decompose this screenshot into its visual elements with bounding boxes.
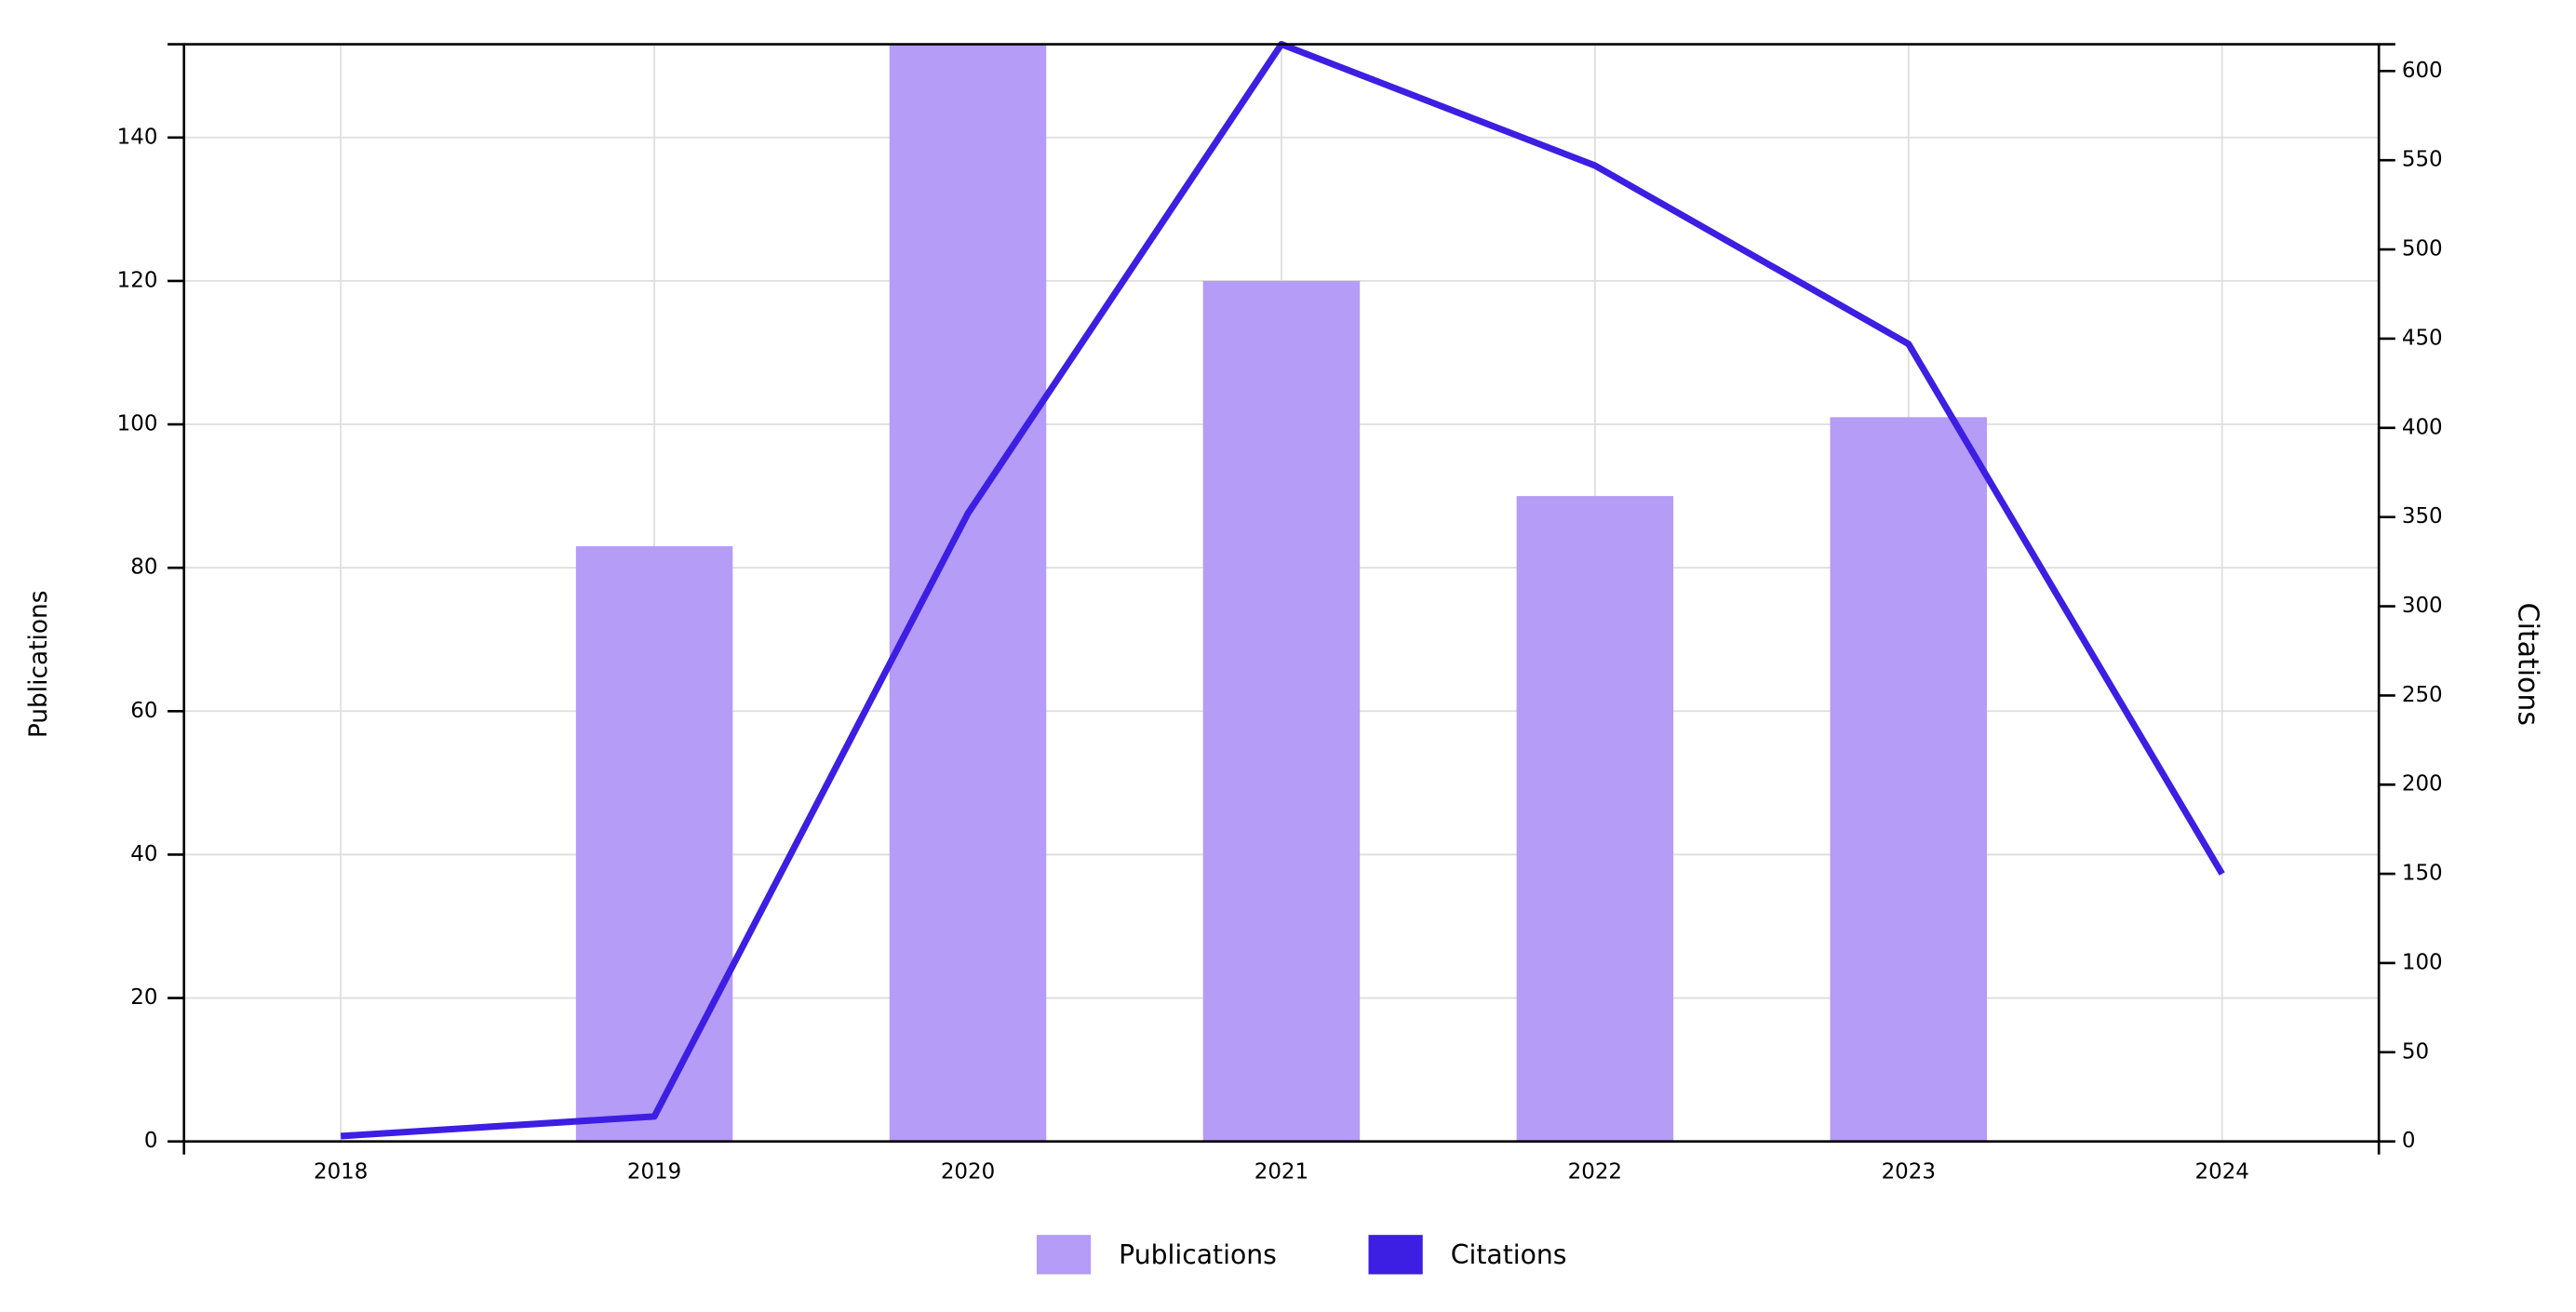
- y-tick-label: 80: [130, 556, 157, 580]
- y-axis-label: Publications: [24, 590, 53, 738]
- y2-tick-label: 350: [2402, 504, 2443, 529]
- y2-tick-label: 150: [2402, 862, 2443, 886]
- bar: [1830, 417, 1988, 1142]
- y2-tick-label: 550: [2402, 148, 2443, 172]
- x-tick-label: 2019: [627, 1160, 681, 1185]
- y-tick-label: 120: [117, 268, 158, 292]
- y2-tick-label: 0: [2402, 1129, 2416, 1153]
- bar: [575, 546, 733, 1142]
- legend-label: Publications: [1119, 1239, 1277, 1270]
- y2-tick-label: 300: [2402, 594, 2443, 618]
- legend-label: Citations: [1451, 1239, 1567, 1270]
- bar: [1202, 280, 1361, 1142]
- y2-tick-label: 100: [2402, 950, 2443, 974]
- y2-axis-label: Citations: [2512, 603, 2544, 726]
- x-tick-label: 2024: [2195, 1160, 2249, 1185]
- y-tick-label: 40: [130, 842, 157, 866]
- y2-tick-label: 400: [2402, 415, 2443, 439]
- y-tick-label: 100: [117, 412, 158, 436]
- x-tick-label: 2023: [1882, 1160, 1936, 1185]
- y2-tick-label: 250: [2402, 683, 2443, 707]
- x-tick-label: 2022: [1568, 1160, 1622, 1185]
- y-tick-label: 140: [117, 125, 158, 149]
- y-tick-label: 0: [144, 1129, 158, 1153]
- bar: [889, 44, 1047, 1142]
- y2-tick-label: 50: [2402, 1039, 2429, 1064]
- y2-tick-label: 500: [2402, 237, 2443, 261]
- legend-swatch: [1036, 1235, 1092, 1275]
- x-tick-label: 2018: [314, 1160, 368, 1185]
- x-tick-label: 2021: [1254, 1160, 1308, 1185]
- y2-tick-label: 450: [2402, 326, 2443, 350]
- y2-tick-label: 200: [2402, 772, 2443, 797]
- y2-tick-label: 600: [2402, 59, 2443, 83]
- x-tick-label: 2020: [941, 1160, 995, 1185]
- bar: [1516, 496, 1674, 1142]
- y-tick-label: 60: [130, 699, 157, 723]
- legend-swatch: [1368, 1235, 1423, 1275]
- y-tick-label: 20: [130, 985, 157, 1010]
